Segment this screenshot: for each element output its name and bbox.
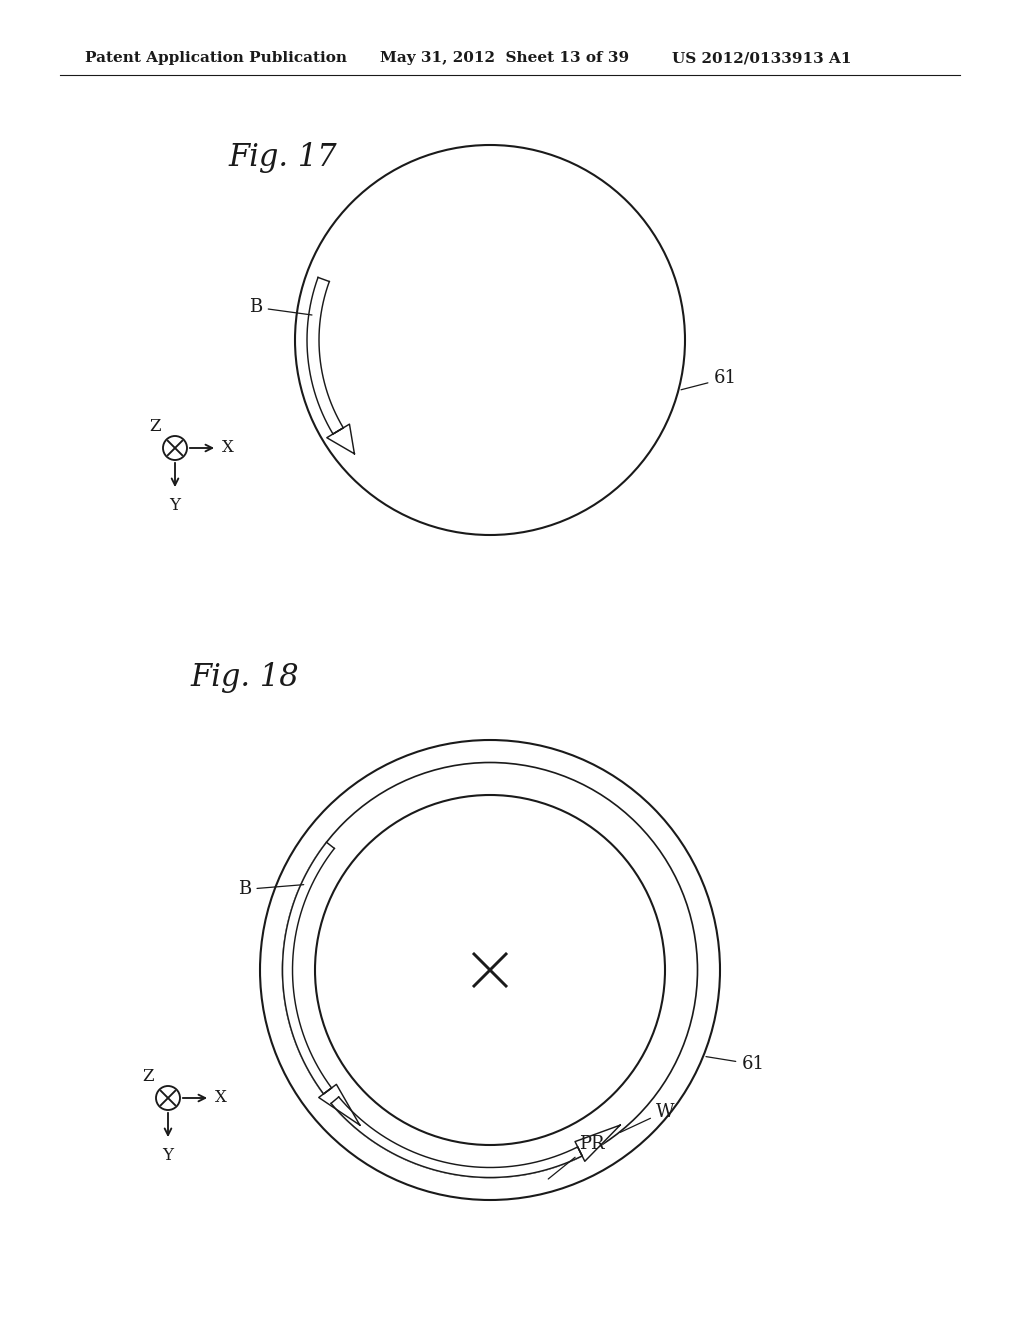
Text: US 2012/0133913 A1: US 2012/0133913 A1 [672, 51, 852, 65]
Polygon shape [327, 424, 354, 454]
Text: W: W [621, 1102, 674, 1133]
Text: B: B [250, 298, 312, 317]
Text: X: X [222, 440, 233, 457]
Polygon shape [575, 1125, 621, 1162]
Text: 61: 61 [681, 370, 736, 389]
Text: Z: Z [150, 418, 161, 436]
Polygon shape [283, 842, 335, 1094]
Polygon shape [307, 277, 343, 434]
Text: Fig. 17: Fig. 17 [228, 143, 337, 173]
Text: May 31, 2012  Sheet 13 of 39: May 31, 2012 Sheet 13 of 39 [380, 51, 629, 65]
Text: B: B [239, 880, 304, 899]
Polygon shape [318, 1084, 359, 1125]
Text: X: X [215, 1089, 227, 1106]
Text: 61: 61 [706, 1055, 764, 1073]
Text: Y: Y [163, 1147, 173, 1164]
Text: Fig. 18: Fig. 18 [190, 663, 299, 693]
Text: PR: PR [548, 1135, 604, 1179]
Text: Patent Application Publication: Patent Application Publication [85, 51, 347, 65]
Polygon shape [331, 1097, 582, 1177]
Text: Z: Z [142, 1068, 154, 1085]
Text: Y: Y [170, 498, 180, 513]
